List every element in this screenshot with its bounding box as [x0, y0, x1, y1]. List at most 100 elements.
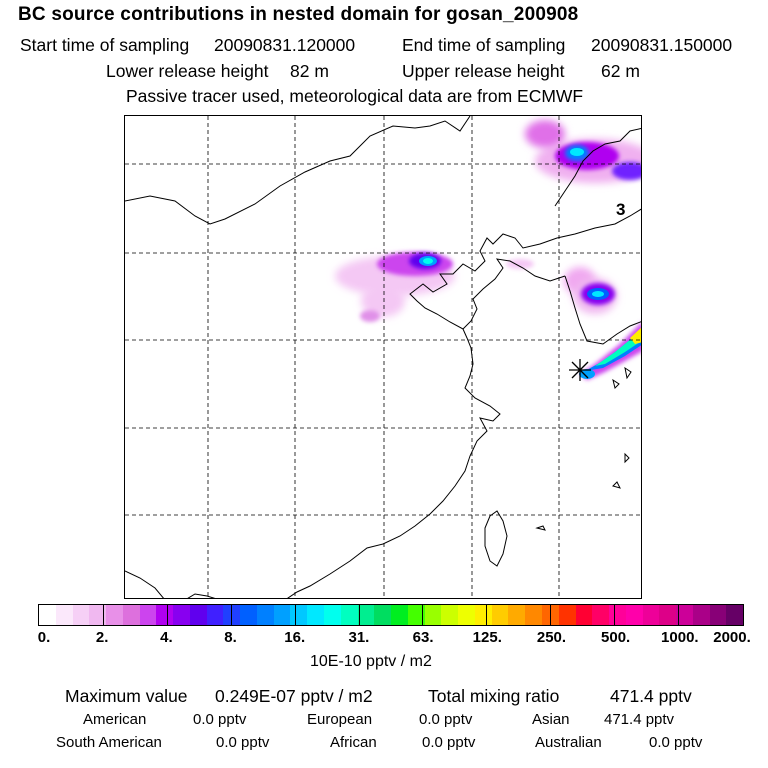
colorbar-swatch	[558, 605, 576, 625]
region-label: 3	[616, 200, 625, 219]
colorbar-swatch	[223, 605, 241, 625]
upper-release-label: Upper release height	[402, 61, 565, 81]
colorbar-tick-label: 63.	[412, 629, 434, 646]
colorbar-swatch	[357, 605, 375, 625]
lower-release-label: Lower release height	[106, 61, 269, 81]
region-name: Australian	[535, 734, 602, 751]
max-value-label: Maximum value	[65, 686, 188, 706]
colorbar-tick-label: 4.	[160, 629, 173, 646]
region-name: Asian	[532, 711, 570, 728]
end-time-label: End time of sampling	[402, 35, 566, 55]
colorbar-swatch	[692, 605, 710, 625]
colorbar-tick-label: 31.	[348, 629, 370, 646]
map-svg: 3	[125, 116, 641, 598]
colorbar-swatch	[508, 605, 526, 625]
plume-jeju	[579, 323, 641, 380]
colorbar-swatch	[592, 605, 610, 625]
region-value: 0.0 pptv	[422, 734, 476, 751]
colorbar-swatch	[324, 605, 341, 625]
colorbar-swatch	[491, 605, 509, 625]
colorbar-swatch	[625, 605, 643, 625]
colorbar-tick	[614, 605, 616, 625]
colorbar-swatch	[407, 605, 425, 625]
end-time-value: 20090831.150000	[591, 35, 733, 55]
region-value: 0.0 pptv	[649, 734, 703, 751]
colorbar-swatch	[474, 605, 492, 625]
colorbar-swatch	[525, 605, 542, 625]
colorbar-swatch	[424, 605, 442, 625]
colorbar-swatch	[173, 605, 190, 625]
colorbar-swatch	[106, 605, 123, 625]
lower-release-value: 82 m	[290, 61, 329, 81]
grid-lines	[125, 116, 641, 598]
colorbar-swatch	[206, 605, 224, 625]
plume-korea	[564, 267, 617, 314]
upper-release-value: 62 m	[601, 61, 640, 81]
colorbar-tick	[102, 605, 104, 625]
colorbar-swatch	[122, 605, 140, 625]
region-name: European	[307, 711, 373, 728]
colorbar-swatch	[340, 605, 358, 625]
colorbar-tick-label: 16.	[284, 629, 306, 646]
colorbar-tick-label: 2.	[95, 629, 109, 646]
colorbar-tick	[678, 605, 680, 625]
colorbar-tick-label: 1000.	[661, 629, 699, 646]
start-time-label: Start time of sampling	[20, 35, 190, 55]
colorbar-unit: 10E-10 pptv / m2	[310, 653, 432, 670]
colorbar-swatch	[72, 605, 90, 625]
region-value: 0.0 pptv	[419, 711, 473, 728]
colorbar-swatch	[240, 605, 257, 625]
region-value: 471.4 pptv	[604, 711, 675, 728]
colorbar	[38, 604, 744, 626]
colorbar-swatch	[458, 605, 475, 625]
colorbar-tick-label: 0.	[37, 629, 51, 646]
note-line: Passive tracer used, meteorological data…	[126, 86, 584, 106]
colorbar-swatch	[726, 605, 744, 625]
colorbar-tick-label: 500.	[601, 629, 631, 646]
colorbar-tick	[422, 605, 424, 625]
colorbar-tick-label: 125.	[472, 629, 502, 646]
region-name: African	[330, 734, 377, 751]
colorbar-tick-label: 250.	[536, 629, 567, 646]
map-panel: 3	[124, 115, 642, 599]
region-value: 0.0 pptv	[216, 734, 270, 751]
plume-northeast	[525, 120, 641, 183]
colorbar-swatch	[290, 605, 308, 625]
colorbar-swatch	[55, 605, 73, 625]
colorbar-swatch	[642, 605, 660, 625]
coastlines	[125, 116, 641, 598]
start-time-value: 20090831.120000	[214, 35, 356, 55]
colorbar-tick-label: 8.	[224, 629, 237, 646]
colorbar-tick	[166, 605, 168, 625]
colorbar-swatch	[709, 605, 727, 625]
figure-title: BC source contributions in nested domain…	[18, 4, 579, 25]
colorbar-swatch	[307, 605, 325, 625]
colorbar-swatch	[374, 605, 392, 625]
colorbar-swatch	[39, 605, 56, 625]
plume-beijing	[335, 252, 534, 322]
region-name: South American	[56, 734, 162, 751]
colorbar-swatch	[256, 605, 274, 625]
colorbar-swatch	[676, 605, 693, 625]
max-value: 0.249E-07 pptv / m2	[215, 686, 373, 706]
colorbar-swatch	[156, 605, 174, 625]
colorbar-tick	[486, 605, 488, 625]
colorbar-tick	[230, 605, 232, 625]
colorbar-swatch	[575, 605, 593, 625]
colorbar-swatch	[89, 605, 107, 625]
colorbar-tick-label: 2000.	[713, 629, 751, 646]
colorbar-tick	[550, 605, 552, 625]
colorbar-swatch	[391, 605, 408, 625]
colorbar-tick	[358, 605, 360, 625]
colorbar-swatch	[273, 605, 291, 625]
colorbar-swatch	[139, 605, 157, 625]
colorbar-swatch	[659, 605, 677, 625]
region-value: 0.0 pptv	[193, 711, 247, 728]
colorbar-swatch	[441, 605, 459, 625]
colorbar-tick	[294, 605, 296, 625]
total-mixing-label: Total mixing ratio	[428, 686, 560, 706]
asterisk-star-icon	[569, 359, 591, 381]
colorbar-swatch	[189, 605, 207, 625]
region-name: American	[83, 711, 147, 728]
colorbar-swatch	[609, 605, 626, 625]
